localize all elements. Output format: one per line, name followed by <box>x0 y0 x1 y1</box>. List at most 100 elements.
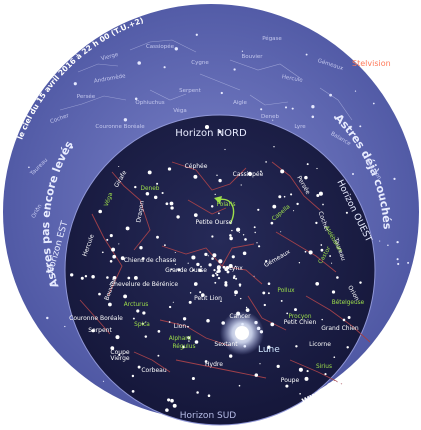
star <box>108 302 112 307</box>
star <box>216 174 218 177</box>
star <box>329 255 332 257</box>
star <box>131 374 135 378</box>
star <box>165 408 169 412</box>
star <box>257 208 260 211</box>
star <box>241 50 244 52</box>
star <box>229 354 233 358</box>
star <box>224 267 229 272</box>
outer-constellation-label: Ophiuchus <box>135 100 164 106</box>
star <box>73 82 77 86</box>
star <box>189 292 192 294</box>
star <box>215 272 217 275</box>
star <box>270 221 274 225</box>
star <box>176 215 180 219</box>
star <box>311 105 315 109</box>
star <box>106 276 109 279</box>
star <box>98 209 102 214</box>
star <box>46 316 49 320</box>
star <box>206 319 210 323</box>
constellation-label: Vierge <box>110 355 130 362</box>
star <box>240 184 242 186</box>
constellation-label: Lion <box>174 323 187 330</box>
star <box>167 398 171 402</box>
star <box>211 257 214 260</box>
constellation-label: Grande Ourse <box>165 267 207 274</box>
outer-constellation-label: Serpent <box>179 88 201 94</box>
star <box>280 169 285 174</box>
star <box>118 353 121 357</box>
star <box>120 256 125 261</box>
star <box>144 335 148 338</box>
star <box>320 244 323 246</box>
outer-constellation-label: Hercule <box>281 74 303 84</box>
brand-corner: Stelvision <box>352 59 391 68</box>
star <box>145 321 147 323</box>
star <box>214 281 217 284</box>
constellation-label: Coupe <box>110 349 129 356</box>
constellation-label: Cassiopée <box>233 171 264 178</box>
star <box>174 47 178 51</box>
star <box>213 269 216 272</box>
star <box>102 380 105 382</box>
outer-constellation-label: Couronne Boréale <box>95 123 145 130</box>
star <box>161 191 164 195</box>
star <box>101 251 104 254</box>
star <box>238 283 242 286</box>
star <box>204 252 208 257</box>
inner-stars <box>70 125 362 412</box>
star <box>235 277 238 280</box>
star <box>98 292 101 296</box>
star <box>172 403 177 408</box>
star <box>304 250 307 253</box>
constellation-label: Serpent <box>88 327 112 334</box>
star <box>112 275 117 280</box>
star <box>28 166 30 169</box>
star <box>163 66 166 69</box>
star <box>258 245 261 248</box>
star <box>331 262 333 264</box>
star-label: Spica <box>134 322 150 328</box>
star <box>195 33 198 36</box>
star <box>316 167 318 170</box>
star <box>109 260 113 263</box>
star <box>253 275 255 277</box>
star <box>263 303 266 307</box>
star <box>172 301 174 303</box>
star <box>247 171 252 176</box>
star <box>164 244 166 247</box>
horizon-south: Horizon SUD <box>180 411 237 421</box>
star <box>64 325 66 328</box>
star <box>331 290 336 294</box>
star <box>253 226 256 229</box>
constellation-label: Grand Chien <box>321 325 359 332</box>
star <box>170 206 174 210</box>
star <box>315 221 318 225</box>
star <box>194 340 199 344</box>
star <box>359 281 362 284</box>
constellation-label: Lynx <box>229 265 243 272</box>
star <box>345 211 348 214</box>
moon-disc <box>235 326 249 340</box>
star <box>346 346 349 349</box>
star <box>84 275 88 278</box>
star <box>35 207 37 209</box>
star <box>165 202 169 206</box>
polaris-arrow-head <box>214 196 222 204</box>
star <box>174 251 176 254</box>
star <box>123 294 128 299</box>
star <box>316 194 320 197</box>
star <box>322 203 324 206</box>
star <box>127 276 131 280</box>
constellation-label: Licorne <box>309 341 331 348</box>
star <box>321 318 323 321</box>
star <box>238 231 240 234</box>
star <box>231 255 235 259</box>
star <box>70 145 74 149</box>
star <box>254 373 259 377</box>
constellation-label: Cancer <box>229 313 251 320</box>
star <box>174 263 177 265</box>
constellation-label: Sextant <box>214 341 238 348</box>
star <box>298 367 303 372</box>
star <box>187 262 189 264</box>
star <box>311 115 315 119</box>
